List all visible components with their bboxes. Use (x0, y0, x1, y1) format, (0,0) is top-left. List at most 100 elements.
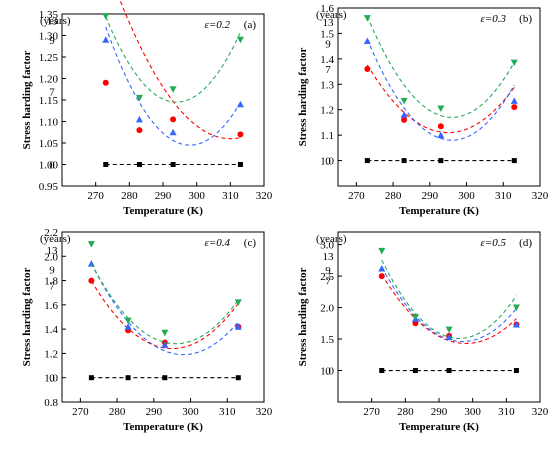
years-label: (years) (316, 233, 347, 245)
x-tick-label: 270 (363, 406, 380, 418)
x-tick-label: 320 (256, 190, 273, 202)
y-axis-label: Stress harding factor (297, 267, 309, 366)
epsilon-label: ε=0.3 (480, 13, 506, 25)
x-tick-label: 310 (498, 406, 515, 418)
data-point-square (136, 162, 142, 167)
series-label: 13 (323, 251, 335, 263)
y-tick-label: 1.00 (39, 160, 59, 172)
y-tick-label: 2.0 (320, 303, 334, 315)
series-label: 7 (325, 275, 331, 287)
x-tick-label: 310 (219, 406, 236, 418)
data-point-circle (378, 273, 385, 280)
x-tick-label: 280 (121, 190, 138, 202)
data-point-triangle-down (161, 329, 169, 337)
x-tick-label: 290 (422, 190, 439, 202)
data-point-triangle-down (512, 304, 520, 312)
series-label: 7 (49, 280, 55, 292)
fit-curve (381, 274, 517, 344)
y-tick-label: 1.5 (320, 334, 334, 346)
x-tick-label: 280 (109, 406, 126, 418)
y-tick-label: 1.6 (320, 3, 334, 15)
y-tick-label: 1.05 (39, 138, 59, 150)
x-tick-label: 310 (222, 190, 239, 202)
data-point-circle (437, 123, 444, 130)
data-point-circle (136, 127, 143, 134)
chart-panel: 270 280 290 300 310 320 0.95 1.00 1.05 1.10 1.15 1.… (21, 0, 273, 217)
series-label: 13 (47, 245, 59, 257)
y-tick-label: 1.5 (320, 28, 334, 40)
y-tick-label: 1.8 (44, 276, 58, 288)
x-tick-label: 280 (385, 190, 402, 202)
series-label: 0 (325, 156, 331, 168)
series-label: 7 (325, 64, 331, 76)
y-tick-label: 0.95 (39, 181, 59, 193)
data-point-square (401, 158, 407, 164)
series-label: 13 (47, 15, 59, 27)
data-point-circle (237, 131, 244, 138)
series-label: 9 (325, 39, 331, 51)
y-tick-label: 1.2 (44, 348, 58, 360)
series-label: 0 (325, 366, 331, 378)
x-tick-label: 320 (256, 406, 273, 418)
fit-curve (366, 16, 515, 118)
x-tick-label: 320 (532, 190, 549, 202)
x-tick-label: 300 (458, 190, 475, 202)
data-point-square (125, 375, 131, 381)
data-point-triangle-up (445, 333, 453, 341)
series-label: 9 (325, 265, 331, 277)
data-point-triangle-down (363, 15, 371, 22)
data-point-triangle-down (234, 299, 242, 306)
data-point-triangle-down (102, 13, 110, 20)
y-tick-label: 1.30 (39, 31, 59, 43)
data-point-triangle-up (135, 115, 143, 123)
data-point-circle (401, 116, 408, 123)
data-point-triangle-down (510, 59, 518, 67)
data-point-triangle-up (87, 260, 95, 267)
x-axis-label: Temperature (K) (399, 421, 479, 433)
data-point-triangle-up (400, 111, 408, 118)
x-tick-label: 270 (348, 190, 365, 202)
data-point-square (511, 158, 517, 164)
plot-frame (61, 231, 265, 403)
data-point-square (170, 162, 176, 167)
y-tick-label: 1.20 (39, 74, 59, 86)
data-point-circle (102, 79, 109, 86)
years-label: (years) (316, 9, 347, 21)
fit-curve (90, 280, 239, 350)
y-tick-label: 3.0 (320, 240, 334, 252)
y-tick-label: 1.0 (320, 366, 334, 378)
data-point-triangle-down (169, 86, 177, 93)
y-tick-label: 1.0 (320, 156, 334, 168)
plot-frame (337, 7, 541, 187)
data-point-triangle-down (124, 317, 132, 325)
x-tick-label: 310 (495, 190, 512, 202)
x-tick-label: 270 (87, 190, 104, 202)
data-point-triangle-down (378, 247, 386, 255)
chart-panel: 270 280 290 300 310 320 1.0 1.1 1.2 1.3 1.4 1.5 1.6 T… (297, 3, 549, 217)
y-tick-label: 1.10 (39, 117, 59, 129)
fit-curve (366, 64, 515, 134)
y-tick-label: 1.3 (320, 79, 334, 91)
data-point-square (162, 375, 168, 381)
x-tick-label: 290 (155, 190, 172, 202)
data-point-square (235, 375, 241, 381)
data-point-triangle-up (363, 37, 371, 45)
data-point-square (364, 158, 370, 164)
data-point-triangle-down (411, 314, 419, 321)
fit-curve (90, 263, 239, 345)
data-point-circle (170, 116, 177, 123)
y-tick-label: 1.6 (44, 300, 58, 312)
fit-curve (381, 259, 517, 339)
y-tick-label: 2.2 (44, 227, 58, 239)
data-point-circle (88, 277, 95, 284)
data-point-circle (364, 66, 371, 73)
data-point-triangle-up (102, 36, 110, 43)
y-axis-label: Stress harding factor (297, 47, 309, 146)
series-label: 0 (49, 373, 55, 385)
x-tick-label: 270 (72, 406, 89, 418)
data-point-square (237, 162, 243, 167)
data-point-triangle-up (437, 131, 445, 139)
panel-label: (a) (244, 19, 257, 31)
data-point-triangle-down (135, 94, 143, 102)
